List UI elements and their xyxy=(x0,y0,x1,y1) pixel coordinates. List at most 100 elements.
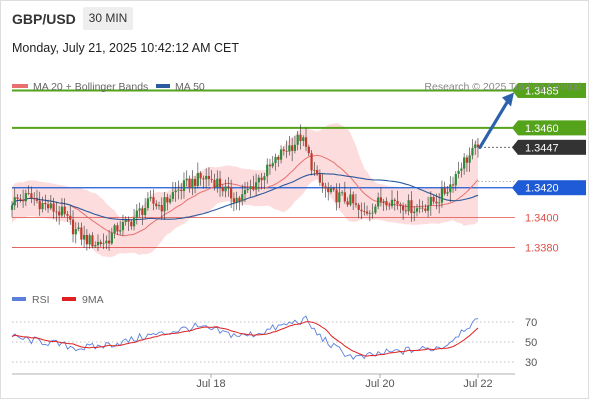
candle-body xyxy=(457,170,460,175)
candle-body xyxy=(304,137,308,147)
candle xyxy=(349,188,352,207)
candle-body xyxy=(241,194,244,202)
candle xyxy=(46,199,50,213)
level-badge-pointer xyxy=(512,139,518,155)
candle xyxy=(185,170,188,187)
candle xyxy=(440,180,444,208)
candle xyxy=(74,222,77,244)
candle-body xyxy=(102,243,105,245)
candle-body xyxy=(124,219,127,223)
candle-body xyxy=(299,134,302,141)
candle xyxy=(191,170,194,196)
x-tick-label-Jul-18: Jul 18 xyxy=(196,378,225,390)
candle xyxy=(224,179,227,198)
candle xyxy=(257,174,260,192)
candle-body xyxy=(451,184,455,186)
candle xyxy=(274,153,277,171)
candle-body xyxy=(443,188,446,194)
candle xyxy=(146,192,150,211)
candle xyxy=(49,195,52,211)
candle-body xyxy=(166,197,169,203)
candle-body xyxy=(360,209,363,212)
candle-body xyxy=(332,188,335,190)
candle-body xyxy=(426,205,430,211)
candle-body xyxy=(44,202,47,205)
candle xyxy=(218,170,222,197)
candle-body xyxy=(221,186,224,192)
candle-body xyxy=(174,190,177,193)
candle xyxy=(171,181,174,202)
candle xyxy=(316,165,319,176)
candle xyxy=(127,216,130,232)
candle xyxy=(91,232,94,249)
candle-body xyxy=(210,179,213,180)
candle-body xyxy=(160,205,163,212)
candle xyxy=(438,193,441,214)
candle xyxy=(310,150,313,176)
candle-body xyxy=(474,144,477,148)
candle xyxy=(119,220,122,236)
candle xyxy=(371,203,374,219)
candle xyxy=(105,235,108,250)
candle-body xyxy=(185,178,188,181)
candle-body xyxy=(193,179,197,186)
candle xyxy=(13,188,16,211)
candle xyxy=(132,208,136,231)
candle-body xyxy=(263,176,266,181)
candle-body xyxy=(324,186,327,189)
candle-body xyxy=(116,225,119,232)
candle xyxy=(205,168,208,189)
candle-body xyxy=(71,219,75,235)
candle-body xyxy=(340,192,344,194)
candle-body xyxy=(268,164,272,167)
candle xyxy=(404,203,407,215)
candle-body xyxy=(318,174,321,183)
level-badge-pointer xyxy=(512,180,518,196)
candle xyxy=(402,202,405,220)
candle xyxy=(465,154,469,172)
candle-body xyxy=(30,193,33,199)
candle xyxy=(318,169,321,186)
candle-body xyxy=(385,201,388,206)
candle-body xyxy=(368,213,371,214)
candle-body xyxy=(188,178,191,189)
candle-body xyxy=(421,207,424,209)
candle xyxy=(199,171,202,186)
candle xyxy=(252,175,255,192)
candle xyxy=(216,170,219,193)
candle-body xyxy=(180,189,183,192)
candle xyxy=(279,145,283,164)
candle-body xyxy=(476,144,480,148)
candle-body xyxy=(357,204,360,210)
candle xyxy=(382,199,385,211)
candle-body xyxy=(288,145,291,152)
candle-body xyxy=(388,205,391,207)
candle-body xyxy=(296,134,299,145)
candle xyxy=(155,200,158,210)
timeframe-button[interactable]: 30 MIN xyxy=(83,7,133,30)
candle-body xyxy=(85,235,88,245)
candle xyxy=(83,225,86,248)
candle-body xyxy=(291,145,294,151)
candle xyxy=(110,227,113,245)
candle-body xyxy=(235,197,238,203)
candle xyxy=(460,162,463,178)
candle xyxy=(227,176,230,197)
candle-body xyxy=(254,182,258,190)
forecast-arrow-head xyxy=(502,92,514,107)
candle-body xyxy=(146,198,150,209)
candle-body xyxy=(91,235,94,247)
candle-body xyxy=(399,204,402,206)
candle-body xyxy=(371,212,374,214)
candle xyxy=(241,184,244,206)
candle xyxy=(463,153,466,175)
candle-body xyxy=(113,225,116,233)
candle-body xyxy=(152,197,155,204)
candle xyxy=(33,192,36,206)
candle xyxy=(418,199,421,214)
candle-body xyxy=(171,192,174,199)
legend-ma50-swatch xyxy=(156,84,170,88)
candle-body xyxy=(468,155,471,163)
candle-body xyxy=(130,221,133,227)
candle-body xyxy=(407,200,410,212)
